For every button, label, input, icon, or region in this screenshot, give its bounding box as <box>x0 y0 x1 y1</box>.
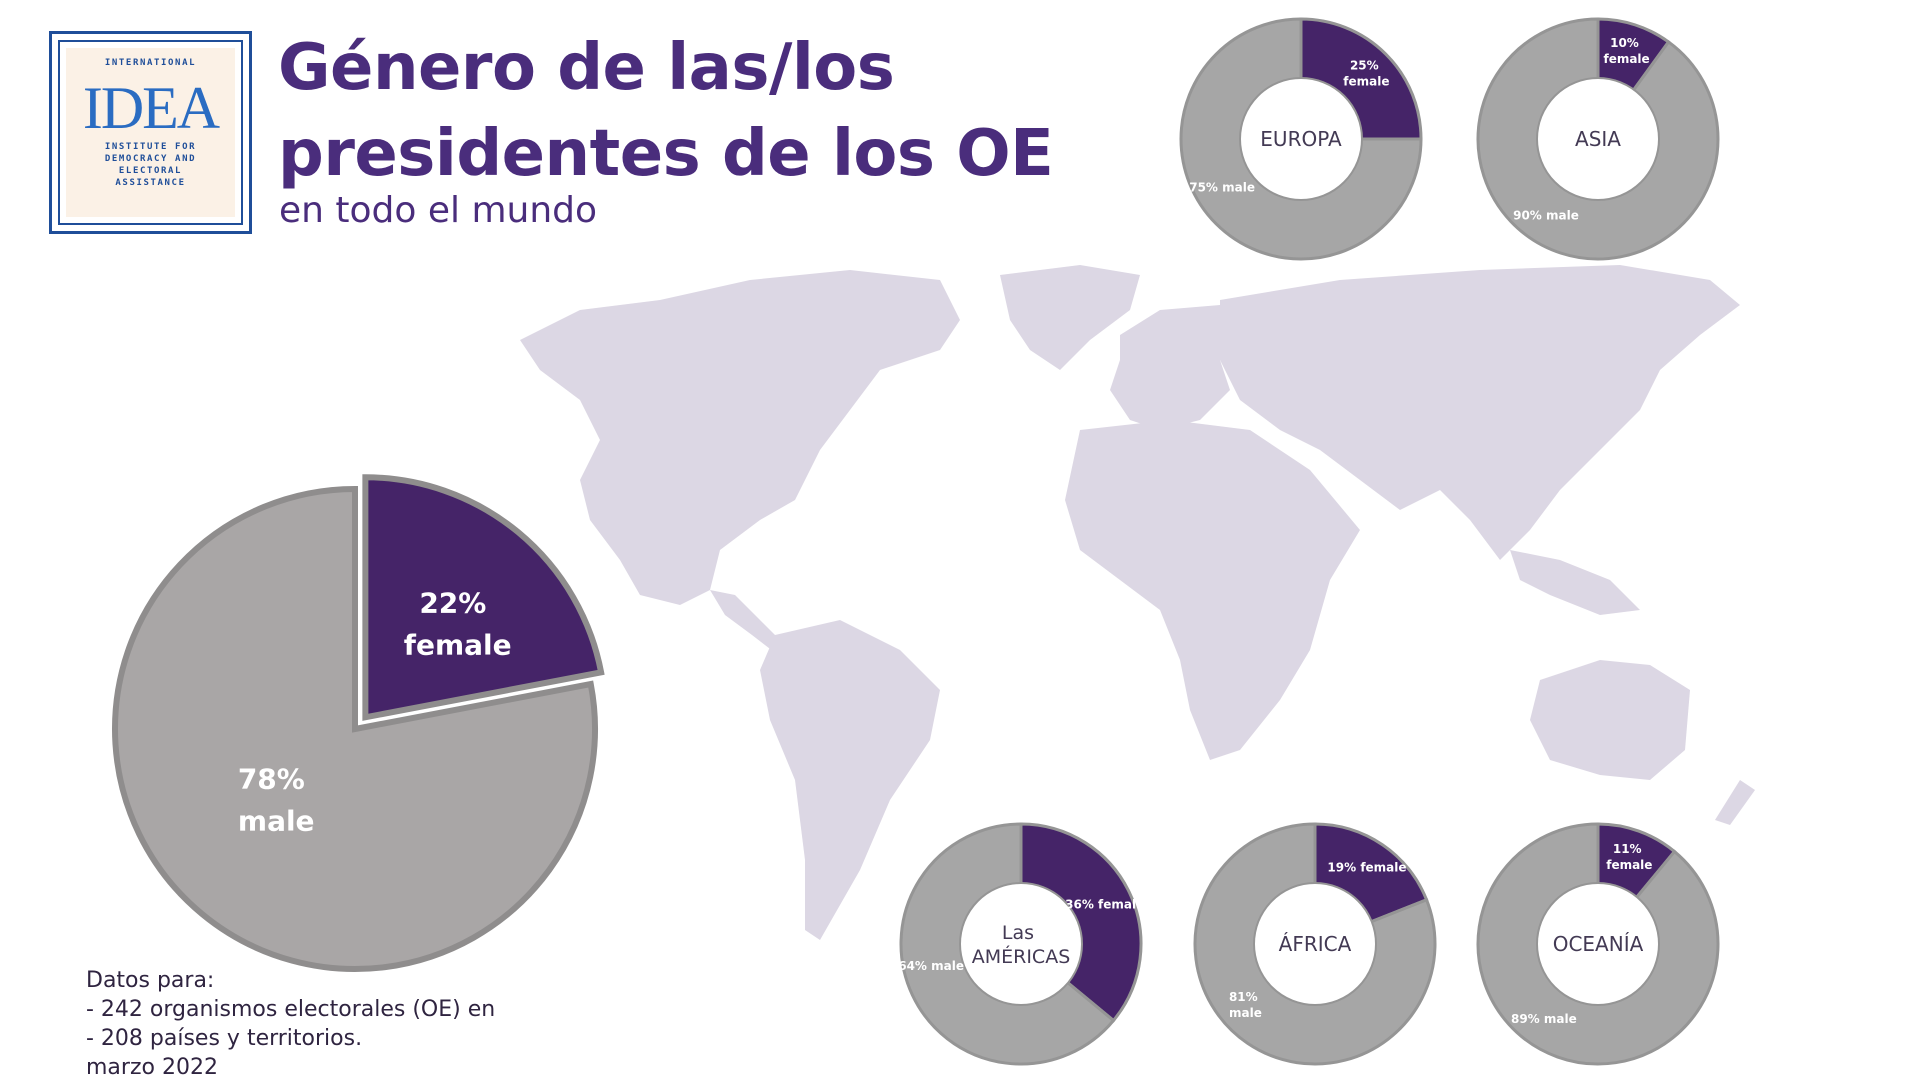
donut-europa-center-line-1: EUROPA <box>1260 127 1342 151</box>
idea-logo: INTERNATIONAL IDEA INSTITUTE FOR DEMOCRA… <box>49 31 252 234</box>
pie-label-female: 22% female <box>404 587 512 662</box>
map-asia <box>1220 265 1740 560</box>
donut-americas-female-line-1: 36% female <box>1065 898 1144 912</box>
logo-line-4: ASSISTANCE <box>115 178 186 188</box>
donut-africa-center-line-1: ÁFRICA <box>1279 932 1352 956</box>
donut-americas-center-line-1: Las <box>1002 922 1034 944</box>
world-map-shapes <box>520 265 1755 940</box>
donut-americas-hole <box>959 882 1083 1006</box>
donut-europa-female-label: 25% female <box>1343 59 1389 89</box>
donut-americas-female-label: 36% female <box>1065 898 1144 912</box>
pie-label-male: 78% male <box>238 762 315 837</box>
donut-americas-center-line-2: AMÉRICAS <box>972 945 1071 968</box>
donut-chart-europa: EUROPA 25% female 75% male <box>1179 17 1423 261</box>
logo-top-text: INTERNATIONAL <box>104 58 197 68</box>
page-subtitle: en todo el mundo <box>279 190 598 231</box>
map-north-america <box>520 270 960 605</box>
donut-asia-female-line-2: female <box>1603 52 1649 66</box>
logo-panel: INTERNATIONAL IDEA INSTITUTE FOR DEMOCRA… <box>66 48 235 217</box>
donut-europa-male-label: 75% male <box>1189 180 1255 194</box>
donut-africa-female-line-1: 19% female <box>1327 860 1406 874</box>
donut-americas-slice-female <box>1019 822 1143 1023</box>
pie-slice-female <box>362 474 605 721</box>
world-map <box>520 265 1755 940</box>
donut-oceania-center-label: OCEANÍA <box>1553 932 1644 956</box>
logo-line-2: DEMOCRACY AND <box>104 154 197 164</box>
map-southeast-asia <box>1510 550 1640 615</box>
donut-europa-hole <box>1239 77 1363 201</box>
logo-line-1: INSTITUTE FOR <box>104 142 197 152</box>
page-title-line-2: presidentes de los OE <box>278 117 1054 191</box>
donut-asia-male-line-1: 90% male <box>1513 209 1579 223</box>
pie-label-female-line-2: female <box>404 629 512 662</box>
donut-oceania-female-label: 11% female <box>1606 842 1652 872</box>
donut-oceania-male-line-1: 89% male <box>1511 1012 1577 1026</box>
map-central-america <box>710 590 785 655</box>
map-new-zealand <box>1715 780 1755 825</box>
pie-label-female-line-1: 22% <box>419 587 486 620</box>
donut-chart-oceania: OCEANÍA 11% female 89% male <box>1476 822 1720 1066</box>
donut-europa-center-label: EUROPA <box>1260 127 1342 151</box>
donut-asia-center-label: ASIA <box>1575 127 1621 151</box>
logo-line-3: ELECTORAL <box>118 166 183 176</box>
donut-oceania-female-line-1: 11% <box>1613 842 1642 856</box>
donut-europa-female-line-1: 25% <box>1350 59 1379 73</box>
logo-inner-border <box>58 40 243 225</box>
map-europe <box>1110 305 1240 430</box>
data-notes: Datos para: - 242 organismos electorales… <box>86 966 495 1082</box>
logo-main-text: IDEA <box>82 75 220 141</box>
donut-africa-hole <box>1253 882 1377 1006</box>
pie-label-male-line-2: male <box>238 804 315 837</box>
map-australia <box>1530 660 1690 780</box>
map-greenland <box>1000 265 1140 370</box>
donut-americas-center-label: Las AMÉRICAS <box>972 922 1071 968</box>
donut-asia-center-line-1: ASIA <box>1575 127 1621 151</box>
donut-chart-americas: Las AMÉRICAS 36% female 64% male <box>898 822 1144 1066</box>
donut-asia-hole <box>1536 77 1660 201</box>
donut-americas-male-line-1: 64% male <box>898 959 964 973</box>
donut-oceania-center-line-1: OCEANÍA <box>1553 932 1644 956</box>
donut-oceania-female-line-2: female <box>1606 858 1652 872</box>
pie-label-male-line-1: 78% <box>238 762 305 795</box>
donut-asia-male-label: 90% male <box>1513 209 1579 223</box>
donut-asia-female-line-1: 10% <box>1610 36 1639 50</box>
donut-africa-male-line-1: 81% <box>1229 990 1258 1004</box>
notes-line-3: - 208 países y territorios. <box>86 1026 363 1051</box>
donut-africa-slice-male <box>1193 822 1437 1066</box>
notes-line-1: Datos para: <box>86 968 215 993</box>
page-title-line-1: Género de las/los <box>278 31 895 105</box>
donut-asia-female-label: 10% female <box>1603 36 1649 66</box>
donut-africa-male-line-2: male <box>1229 1006 1262 1020</box>
donut-europa-male-line-1: 75% male <box>1189 180 1255 194</box>
donut-chart-asia: ASIA 10% female 90% male <box>1476 17 1720 261</box>
donut-oceania-hole <box>1536 882 1660 1006</box>
map-africa <box>1065 420 1360 760</box>
donut-africa-female-label: 19% female <box>1327 860 1406 874</box>
donut-chart-africa: ÁFRICA 19% female 81% male <box>1193 822 1437 1066</box>
donut-africa-center-label: ÁFRICA <box>1279 932 1352 956</box>
donut-europa-female-line-2: female <box>1343 75 1389 89</box>
map-south-america <box>760 620 940 940</box>
donut-europa-slice-male <box>1179 17 1423 261</box>
notes-line-2: - 242 organismos electorales (OE) en <box>86 997 496 1022</box>
notes-line-4: marzo 2022 <box>86 1055 218 1080</box>
donut-africa-male-label: 81% male <box>1229 990 1262 1020</box>
global-pie-chart: 22% female 78% male <box>112 474 605 972</box>
donut-oceania-male-label: 89% male <box>1511 1012 1577 1026</box>
donut-americas-male-label: 64% male <box>898 959 964 973</box>
pie-slice-male <box>112 485 598 972</box>
